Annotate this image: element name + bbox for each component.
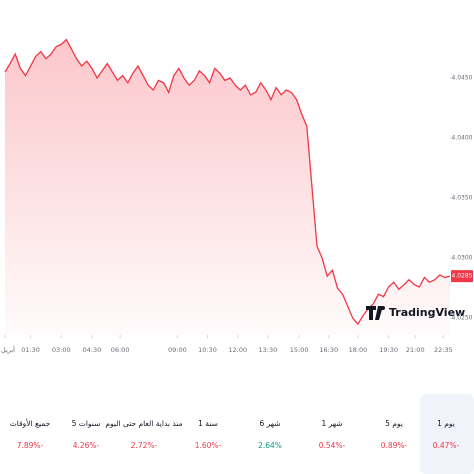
- y-tick-label: 4.0400: [452, 135, 473, 142]
- x-tick-label: 03:00: [52, 346, 71, 354]
- period-label[interactable]: 5 سنوات: [72, 419, 101, 428]
- x-tick-label: 19:30: [379, 346, 398, 354]
- price-line: [4, 38, 451, 326]
- period-label[interactable]: 6 شهر: [259, 419, 280, 428]
- selected-period-bg: [420, 394, 474, 474]
- period-label[interactable]: 1 سنة: [198, 419, 218, 428]
- y-tick-label: 4.0250: [452, 315, 473, 322]
- last-price-box: [451, 270, 473, 283]
- x-tick-label: 12:00: [228, 346, 247, 354]
- period-change: 0.89%-: [381, 441, 408, 450]
- period-change: 4.26%-: [73, 441, 100, 450]
- x-tick-label: 01:30: [21, 346, 40, 354]
- last-price-label: 4.0285: [452, 273, 473, 280]
- period-change: 1.60%-: [195, 441, 222, 450]
- period-label[interactable]: 5 يوم: [385, 419, 403, 428]
- period-change: 0.47%-: [433, 441, 460, 450]
- period-label[interactable]: منذ بداية العام حتى اليوم: [105, 419, 182, 428]
- period-change: 0.54%-: [319, 441, 346, 450]
- x-tick-label: 13:30: [259, 346, 278, 354]
- y-tick-label: 4.0300: [452, 255, 473, 262]
- period-label[interactable]: 1 يوم: [437, 419, 455, 428]
- watermark: TradingView: [389, 306, 465, 319]
- logo: TradingView: [366, 306, 465, 320]
- x-tick-label: 06:00: [111, 346, 130, 354]
- x-tick-label: 10:30: [198, 346, 217, 354]
- period-change: 7.89%-: [17, 441, 44, 450]
- x-tick-label: 21:00: [406, 346, 425, 354]
- period-label[interactable]: جميع الأوقات: [10, 418, 51, 428]
- area: [5, 39, 450, 335]
- period-label[interactable]: 1 شهر: [321, 419, 342, 428]
- period-change: 2.72%-: [131, 441, 158, 450]
- x-tick-label: 04:30: [83, 346, 102, 354]
- y-tick-label: 4.0450: [452, 75, 473, 82]
- x-tick-label: 22:35: [434, 346, 453, 354]
- y-tick-label: 4.0350: [452, 195, 473, 202]
- period-change: 2.64%: [258, 441, 282, 450]
- x-tick-label: 09:00: [168, 346, 187, 354]
- x-tick-label: 16:30: [319, 346, 338, 354]
- x-tick-label: 15:00: [290, 346, 309, 354]
- x-tick-label: 18:00: [349, 346, 368, 354]
- x-tick-label: أبريل: [1, 345, 15, 354]
